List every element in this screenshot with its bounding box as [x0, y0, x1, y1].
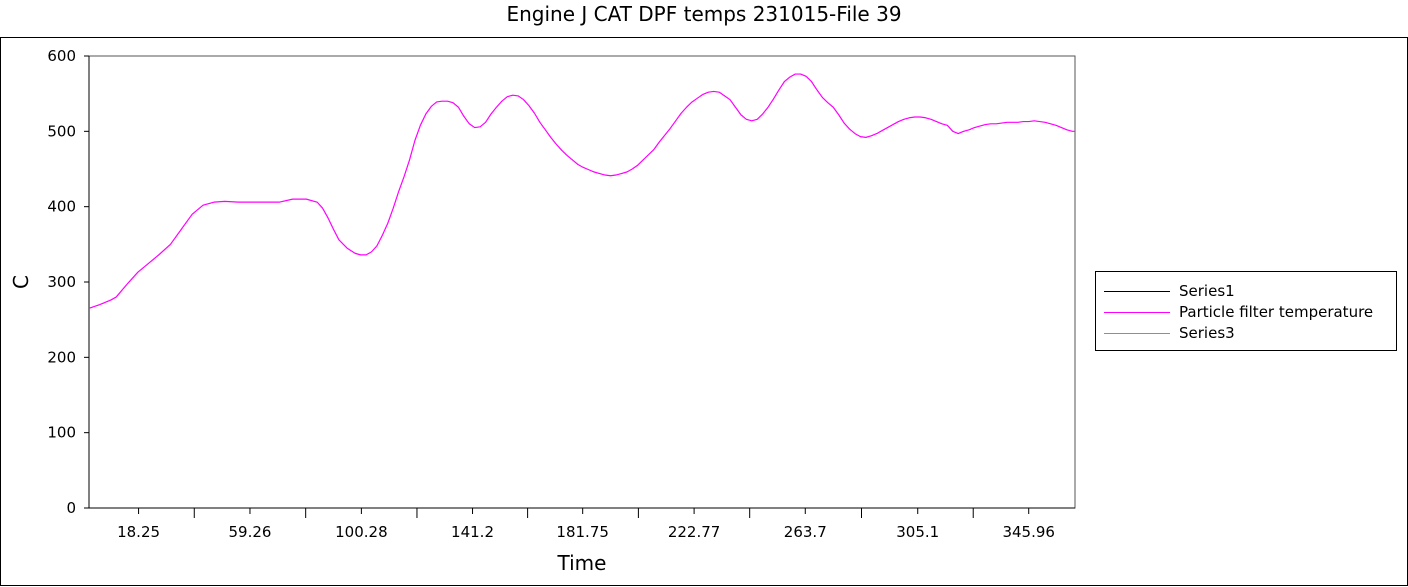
x-axis: 18.25 59.26 100.28 141.2 181.75 222.77 263.7 30…	[89, 507, 1075, 541]
legend-item-particle-filter-temperature: Particle filter temperature	[1096, 301, 1373, 323]
y-axis-label: C	[9, 275, 33, 289]
legend-label-particle-filter-temperature: Particle filter temperature	[1179, 303, 1374, 321]
chart-title: Engine J CAT DPF temps 231015-File 39	[506, 2, 902, 26]
x-axis-label: Time	[557, 551, 607, 575]
legend-label-series1: Series1	[1179, 282, 1235, 300]
x-tick-label: 181.75	[556, 523, 609, 541]
y-tick-label: 600	[47, 47, 76, 65]
legend-swatch-series1	[1104, 290, 1170, 292]
y-tick-label: 500	[47, 122, 76, 140]
y-tick-label: 400	[47, 198, 76, 216]
x-tick-label: 222.77	[668, 523, 721, 541]
y-tick-label: 200	[47, 348, 76, 366]
legend-swatch-particle-filter-temperature	[1104, 311, 1170, 313]
x-tick-label: 100.28	[335, 523, 388, 541]
x-tick-label: 305.1	[896, 523, 939, 541]
x-tick-label: 18.25	[117, 523, 160, 541]
y-tick-label: 300	[47, 273, 76, 291]
y-tick-label: 0	[66, 499, 76, 517]
y-tick-label: 100	[47, 424, 76, 442]
legend: Series1 Particle filter temperature Seri…	[1095, 271, 1397, 351]
x-tick-label: 345.96	[1002, 523, 1055, 541]
plot-border	[88, 55, 1076, 509]
x-tick-label: 59.26	[228, 523, 271, 541]
legend-item-series1: Series1	[1096, 280, 1235, 302]
x-tick-label: 141.2	[451, 523, 494, 541]
series-layer	[88, 73, 1075, 309]
y-axis: 0 100 200 300 400 500 600	[47, 47, 90, 517]
x-tick-label: 263.7	[784, 523, 827, 541]
series-line-particle-filter-temperature	[88, 73, 1075, 309]
legend-label-series3: Series3	[1179, 324, 1235, 342]
legend-item-series3: Series3	[1096, 322, 1235, 344]
legend-swatch-series3	[1104, 332, 1170, 334]
